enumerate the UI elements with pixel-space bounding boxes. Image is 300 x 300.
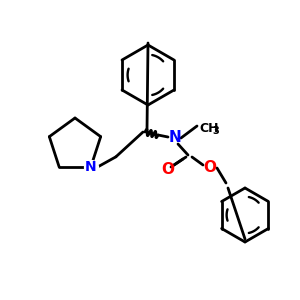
Text: CH: CH <box>199 122 218 134</box>
Text: O: O <box>161 163 175 178</box>
Text: 3: 3 <box>212 126 219 136</box>
Text: O: O <box>203 160 217 175</box>
Text: N: N <box>169 130 182 146</box>
Text: N: N <box>85 160 97 174</box>
